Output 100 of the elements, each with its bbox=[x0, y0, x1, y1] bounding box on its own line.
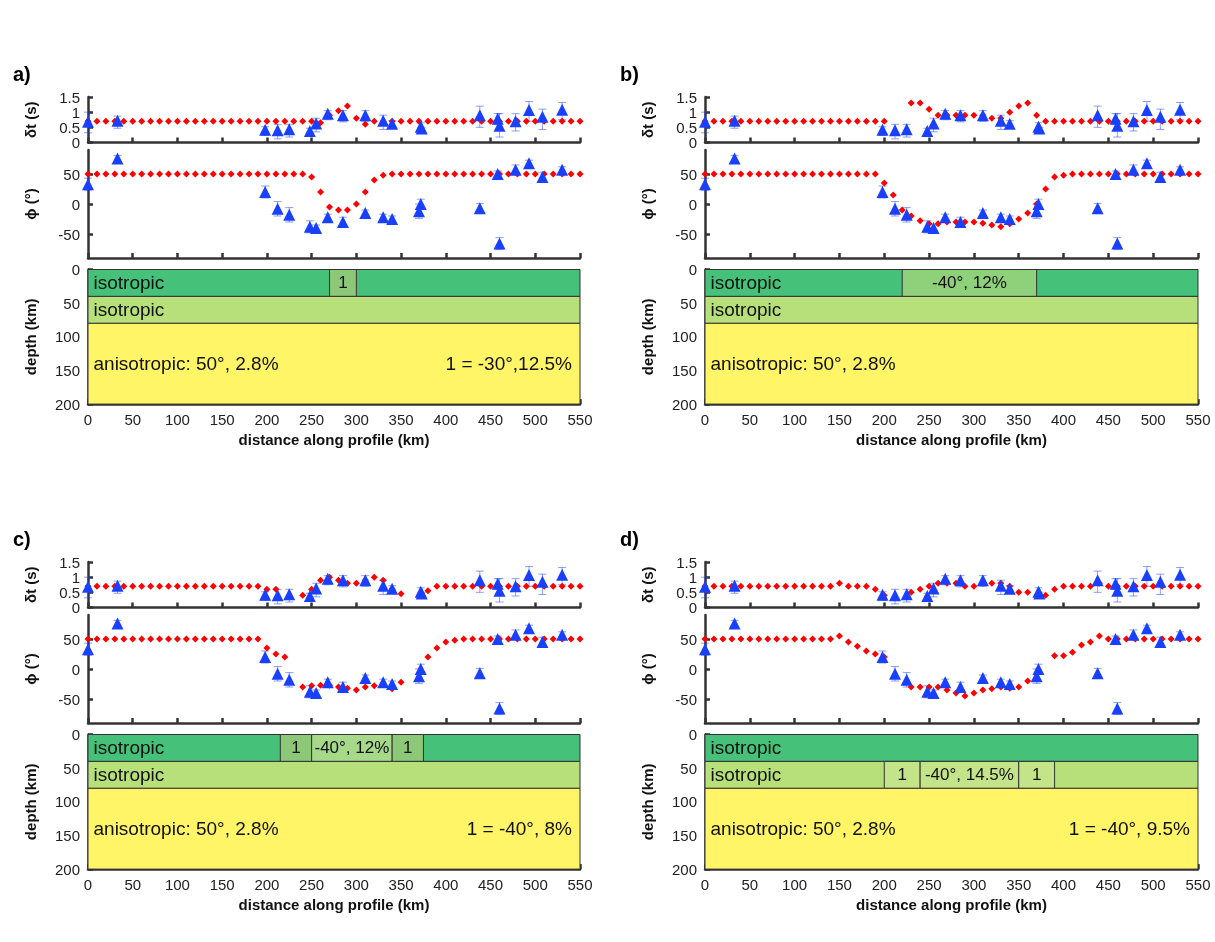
x-tick-label: 350 bbox=[1006, 411, 1032, 429]
y-tick-label: 1 bbox=[71, 568, 80, 586]
x-tick-label: 300 bbox=[343, 876, 369, 894]
x-axis-title: distance along profile (km) bbox=[238, 896, 430, 913]
x-tick-label: 200 bbox=[871, 876, 897, 894]
band-label: anisotropic: 50°, 2.8% bbox=[710, 353, 896, 375]
y-axis-title: ϕ (°) bbox=[22, 188, 39, 220]
y-tick-label: 200 bbox=[54, 860, 80, 878]
y-tick-label: 1.5 bbox=[676, 88, 697, 106]
annotation: 1 = -40°, 8% bbox=[466, 818, 573, 840]
x-tick-label: 550 bbox=[1185, 876, 1211, 894]
y-tick-label: 0 bbox=[688, 261, 697, 278]
annotation: 1 = -30°,12.5% bbox=[445, 353, 573, 375]
x-tick-label: 200 bbox=[254, 876, 280, 894]
band-label: anisotropic: 50°, 2.8% bbox=[93, 353, 279, 375]
y-tick-label: -50 bbox=[675, 690, 697, 708]
y-tick-label: 100 bbox=[671, 793, 697, 811]
chart-title: c) bbox=[13, 528, 31, 550]
x-tick-label: 200 bbox=[254, 411, 280, 429]
x-tick-label: 250 bbox=[916, 411, 942, 429]
x-tick-label: 500 bbox=[1140, 411, 1166, 429]
y-tick-label: 50 bbox=[63, 759, 80, 777]
y-tick-label: 0.5 bbox=[59, 583, 80, 601]
x-tick-label: 550 bbox=[1185, 411, 1211, 429]
x-tick-label: 50 bbox=[124, 411, 142, 429]
y-tick-label: 100 bbox=[671, 328, 697, 346]
x-tick-label: 0 bbox=[83, 876, 93, 894]
y-axis-title: ϕ (°) bbox=[639, 188, 656, 220]
y-tick-label: 50 bbox=[63, 630, 80, 648]
x-axis-title: distance along profile (km) bbox=[856, 896, 1047, 913]
y-tick-label: -50 bbox=[58, 690, 80, 708]
x-tick-label: 50 bbox=[124, 876, 142, 894]
y-axis-title: depth (km) bbox=[639, 763, 656, 841]
band-label: isotropic bbox=[93, 737, 165, 759]
x-tick-label: 300 bbox=[961, 876, 987, 894]
band-label: 1 bbox=[897, 765, 907, 785]
band-label: anisotropic: 50°, 2.8% bbox=[93, 818, 279, 840]
y-tick-label: 50 bbox=[63, 165, 80, 183]
x-tick-label: 0 bbox=[700, 876, 710, 894]
y-tick-label: 100 bbox=[54, 793, 80, 811]
x-tick-label: 550 bbox=[567, 411, 593, 429]
y-axis-title: depth (km) bbox=[22, 298, 39, 376]
band-label: isotropic bbox=[93, 299, 165, 321]
y-axis-title: δt (s) bbox=[639, 101, 656, 139]
y-axis-title: δt (s) bbox=[22, 101, 39, 139]
x-tick-label: 250 bbox=[299, 876, 325, 894]
x-tick-label: 500 bbox=[1140, 876, 1166, 894]
x-tick-label: 150 bbox=[826, 411, 852, 429]
band-label: 1 bbox=[338, 273, 348, 293]
x-axis-title: distance along profile (km) bbox=[856, 431, 1047, 448]
y-tick-label: 0 bbox=[688, 660, 697, 678]
band-label: isotropic bbox=[710, 737, 782, 759]
annotation: 1 = -40°, 9.5% bbox=[1068, 818, 1191, 840]
band-label: -40°, 14.5% bbox=[924, 765, 1014, 785]
y-axis-title: ϕ (°) bbox=[639, 653, 656, 685]
x-tick-label: 200 bbox=[871, 411, 897, 429]
y-tick-label: 1.5 bbox=[676, 553, 697, 571]
band-label: isotropic bbox=[93, 764, 165, 786]
chart-title: b) bbox=[620, 63, 639, 85]
y-tick-label: 0 bbox=[71, 261, 80, 278]
chart-title: a) bbox=[13, 63, 31, 85]
x-tick-label: 0 bbox=[83, 411, 93, 429]
y-tick-label: 50 bbox=[680, 759, 697, 777]
y-axis-title: δt (s) bbox=[639, 566, 656, 604]
y-tick-label: 100 bbox=[54, 328, 80, 346]
y-tick-label: 50 bbox=[63, 294, 80, 312]
y-tick-label: 0 bbox=[71, 134, 80, 151]
y-tick-label: 1.5 bbox=[59, 553, 80, 571]
x-tick-label: 350 bbox=[1006, 876, 1032, 894]
y-tick-label: 0 bbox=[688, 599, 697, 616]
y-tick-label: 150 bbox=[671, 826, 697, 844]
x-tick-label: 500 bbox=[522, 411, 548, 429]
y-tick-label: 0 bbox=[688, 134, 697, 151]
y-tick-label: -50 bbox=[58, 225, 80, 243]
band-label: isotropic bbox=[710, 764, 782, 786]
y-tick-label: 150 bbox=[671, 361, 697, 379]
y-axis-title: δt (s) bbox=[22, 566, 39, 604]
x-tick-label: 100 bbox=[782, 411, 808, 429]
x-tick-label: 100 bbox=[782, 876, 808, 894]
y-tick-label: 50 bbox=[680, 630, 697, 648]
x-tick-label: 450 bbox=[1095, 876, 1121, 894]
y-tick-label: -50 bbox=[675, 225, 697, 243]
x-tick-label: 300 bbox=[343, 411, 369, 429]
y-tick-label: 0 bbox=[688, 726, 697, 743]
y-tick-label: 200 bbox=[671, 860, 697, 878]
chart-title: d) bbox=[620, 528, 639, 550]
y-tick-label: 200 bbox=[671, 395, 697, 413]
x-tick-label: 550 bbox=[567, 876, 593, 894]
x-tick-label: 500 bbox=[522, 876, 548, 894]
x-tick-label: 150 bbox=[209, 876, 235, 894]
x-tick-label: 350 bbox=[388, 876, 414, 894]
x-tick-label: 100 bbox=[164, 411, 190, 429]
y-tick-label: 0.5 bbox=[676, 583, 697, 601]
x-axis-title: distance along profile (km) bbox=[238, 431, 430, 448]
y-tick-label: 1 bbox=[688, 103, 697, 121]
band-label: -40°, 12% bbox=[932, 273, 1007, 293]
y-tick-label: 0 bbox=[71, 599, 80, 616]
x-tick-label: 250 bbox=[299, 411, 325, 429]
y-axis-title: depth (km) bbox=[22, 763, 39, 841]
y-tick-label: 0 bbox=[71, 726, 80, 743]
